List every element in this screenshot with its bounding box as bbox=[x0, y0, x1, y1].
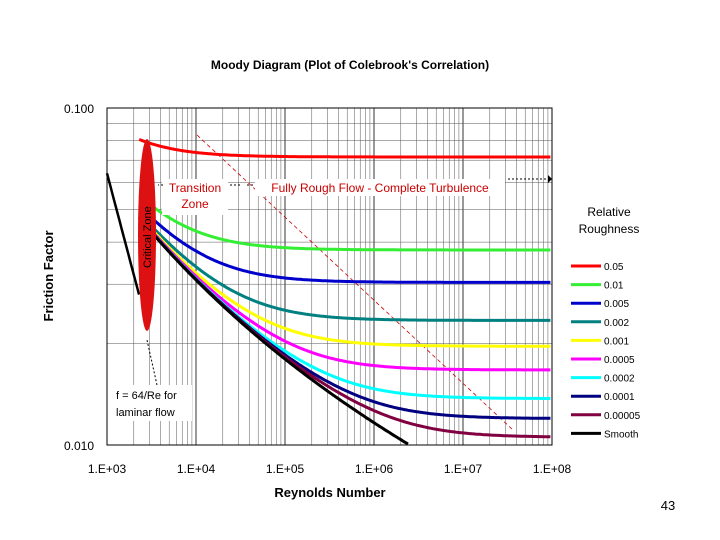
series-line-0-0005 bbox=[138, 215, 551, 372]
legend: 0.05 0.01 0.005 0.002 0.001 0.0005 0.0002 0.000… bbox=[571, 262, 641, 440]
transition-zone-label-2: Zone bbox=[181, 197, 209, 211]
series-line-smooth bbox=[138, 216, 409, 446]
critical-zone-label: Critical Zone bbox=[142, 206, 154, 268]
y-tick-label: 0.010 bbox=[64, 439, 94, 453]
y-tick-labels: 0.100 0.010 bbox=[64, 102, 94, 453]
chart-title: Moody Diagram (Plot of Colebrook's Corre… bbox=[211, 58, 489, 72]
series-line-0-001 bbox=[138, 214, 551, 348]
x-axis-title: Reynolds Number bbox=[274, 485, 385, 500]
x-tick-label: 1.E+05 bbox=[266, 462, 305, 476]
legend-label: Smooth bbox=[604, 429, 638, 440]
fully-rough-label: Fully Rough Flow - Complete Turbulence bbox=[271, 181, 489, 195]
legend-label: 0.001 bbox=[604, 336, 629, 347]
page-number: 43 bbox=[661, 498, 675, 513]
laminar-label-bg bbox=[112, 385, 192, 421]
x-tick-label: 1.E+04 bbox=[177, 462, 216, 476]
curves bbox=[105, 138, 551, 446]
laminar-line bbox=[105, 172, 141, 295]
transition-zone-label-1: Transition bbox=[169, 181, 221, 195]
plot-frame bbox=[106, 107, 553, 446]
legend-label: 0.0002 bbox=[604, 374, 635, 385]
legend-label: 0.002 bbox=[604, 318, 629, 329]
x-tick-label: 1.E+07 bbox=[444, 462, 483, 476]
x-tick-labels: 1.E+03 1.E+04 1.E+05 1.E+06 1.E+07 1.E+08 bbox=[88, 462, 572, 476]
legend-title-1: Relative bbox=[587, 205, 631, 219]
rough-boundary-line bbox=[196, 134, 514, 431]
transition-label-bg bbox=[162, 179, 228, 215]
legend-label: 0.0001 bbox=[604, 392, 635, 403]
y-tick-label: 0.100 bbox=[64, 102, 94, 116]
legend-label: 0.01 bbox=[604, 281, 624, 292]
series-line-0-01 bbox=[138, 194, 551, 252]
laminar-label-1: f = 64/Re for bbox=[116, 390, 177, 402]
fully-rough-label-bg bbox=[255, 179, 505, 196]
legend-title-2: Roughness bbox=[579, 222, 640, 236]
x-tick-label: 1.E+08 bbox=[533, 462, 572, 476]
critical-zone-ellipse bbox=[138, 139, 156, 331]
x-tick-label: 1.E+06 bbox=[355, 462, 394, 476]
y-axis-title: Friction Factor bbox=[41, 230, 56, 321]
legend-label: 0.00005 bbox=[604, 411, 641, 422]
series-line-0-005 bbox=[138, 204, 551, 284]
fully-rough-arrowhead bbox=[548, 175, 552, 183]
laminar-label-2: laminar flow bbox=[116, 407, 175, 419]
legend-label: 0.0005 bbox=[604, 355, 635, 366]
series-line-0-05 bbox=[138, 138, 551, 159]
legend-label: 0.005 bbox=[604, 299, 629, 310]
legend-label: 0.05 bbox=[604, 262, 624, 273]
x-tick-label: 1.E+03 bbox=[88, 462, 127, 476]
series-line-0-002 bbox=[138, 211, 551, 322]
